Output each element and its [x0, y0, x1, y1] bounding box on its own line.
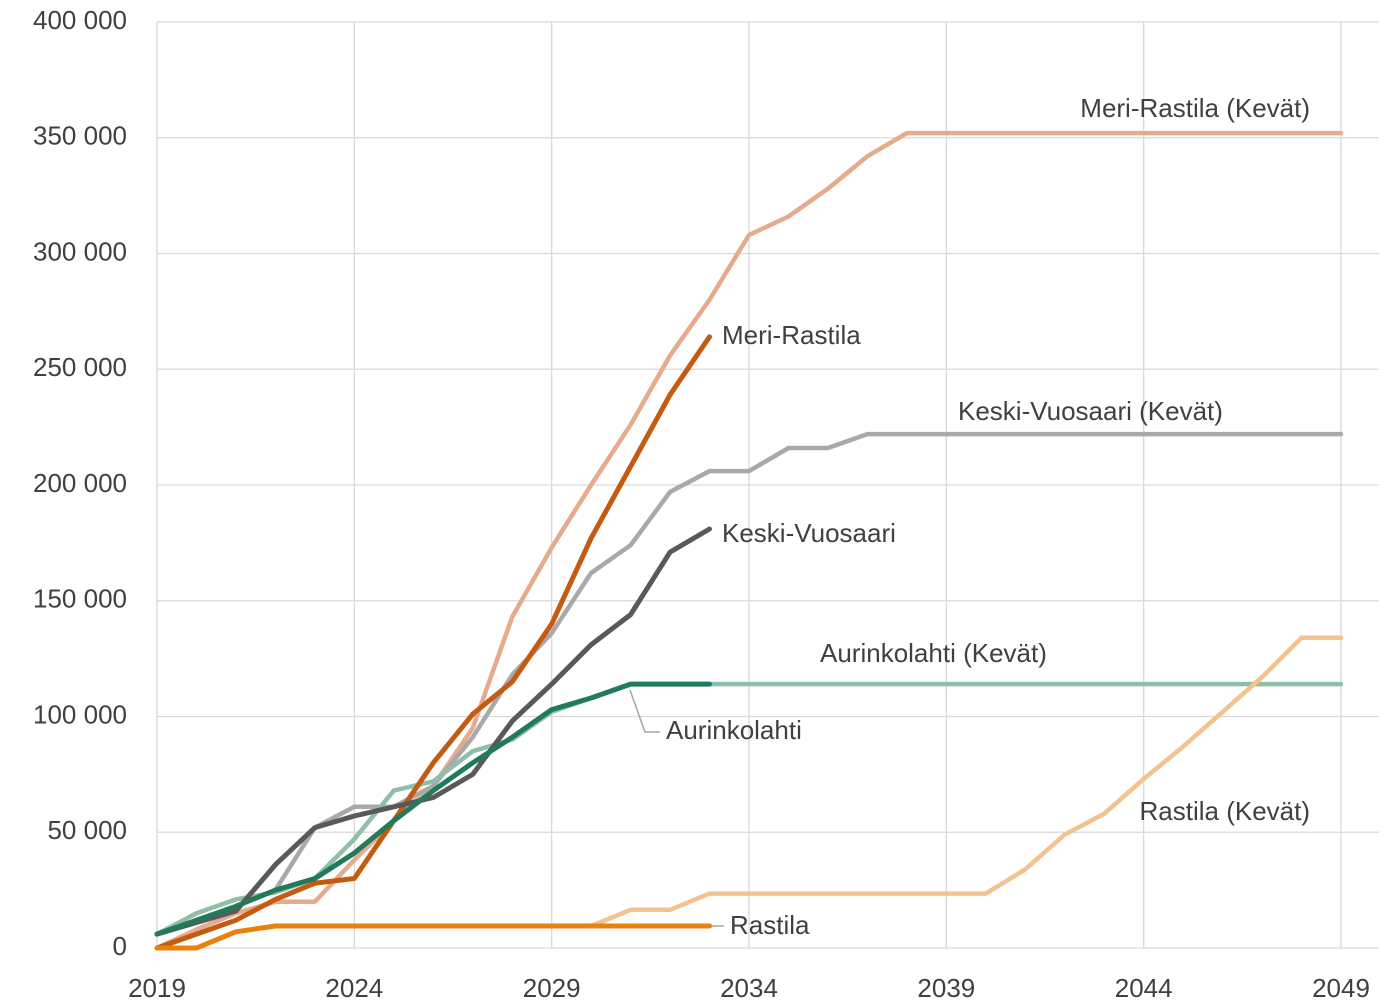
x-tick-label: 2019 — [128, 973, 186, 1002]
y-tick-label: 150 000 — [33, 584, 127, 614]
y-tick-label: 50 000 — [47, 815, 127, 845]
y-tick-label: 400 000 — [33, 5, 127, 35]
series-line — [154, 431, 1344, 937]
series-line — [154, 526, 712, 937]
leader-line — [629, 689, 660, 733]
y-tick-label: 250 000 — [33, 352, 127, 382]
x-tick-label: 2024 — [325, 973, 383, 1002]
y-tick-label: 0 — [113, 931, 127, 961]
x-tick-label: 2039 — [917, 973, 975, 1002]
y-tick-label: 100 000 — [33, 699, 127, 729]
series-line — [154, 923, 712, 951]
x-tick-label: 2044 — [1115, 973, 1173, 1002]
y-tick-label: 200 000 — [33, 468, 127, 498]
series-label: Meri-Rastila — [722, 320, 861, 350]
series-label: Keski-Vuosaari (Kevät) — [958, 396, 1223, 426]
series-label: Aurinkolahti (Kevät) — [820, 638, 1047, 668]
series-label: Aurinkolahti — [666, 715, 802, 745]
x-tick-label: 2049 — [1312, 973, 1370, 1002]
series-label: Rastila (Kevät) — [1140, 796, 1311, 826]
x-tick-label: 2034 — [720, 973, 778, 1002]
series-line — [154, 334, 712, 951]
series-label: Meri-Rastila (Kevät) — [1080, 93, 1310, 123]
y-tick-label: 350 000 — [33, 121, 127, 151]
x-tick-label: 2029 — [523, 973, 581, 1002]
series-line — [154, 681, 1344, 937]
series-label: Rastila — [730, 910, 810, 940]
y-tick-label: 300 000 — [33, 236, 127, 266]
series-line — [154, 130, 1344, 951]
series-label: Keski-Vuosaari — [722, 518, 896, 548]
series-line — [154, 681, 712, 937]
